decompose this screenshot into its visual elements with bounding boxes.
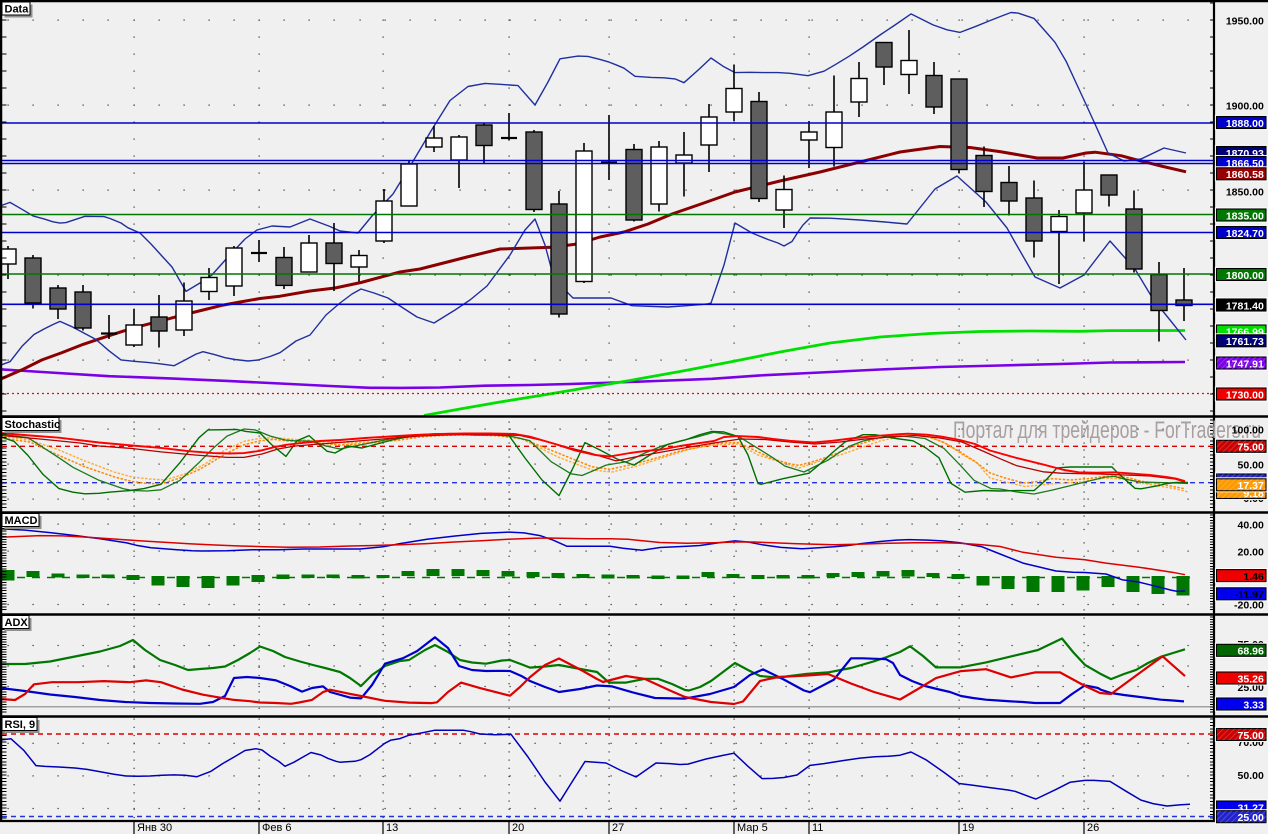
svg-text:1860.58: 1860.58 — [1226, 169, 1264, 181]
svg-text:1747.91: 1747.91 — [1226, 358, 1264, 370]
svg-text:ADX: ADX — [5, 617, 29, 629]
svg-text:1835.00: 1835.00 — [1226, 210, 1264, 222]
svg-text:1761.73: 1761.73 — [1226, 336, 1264, 348]
svg-text:RSI, 9: RSI, 9 — [5, 719, 36, 731]
svg-text:26: 26 — [1087, 822, 1099, 834]
svg-text:27: 27 — [612, 822, 624, 834]
svg-text:1888.00: 1888.00 — [1226, 118, 1264, 130]
svg-text:68.96: 68.96 — [1238, 646, 1264, 658]
svg-text:75.00: 75.00 — [1238, 442, 1264, 454]
svg-text:25.00: 25.00 — [1238, 812, 1264, 824]
svg-text:20.00: 20.00 — [1238, 546, 1264, 558]
svg-text:MACD: MACD — [5, 515, 38, 527]
svg-text:1730.00: 1730.00 — [1226, 389, 1264, 401]
svg-text:20: 20 — [512, 822, 524, 834]
svg-text:50.00: 50.00 — [1238, 459, 1264, 471]
svg-text:17.37: 17.37 — [1238, 480, 1264, 492]
svg-text:35.26: 35.26 — [1238, 673, 1264, 685]
svg-text:11: 11 — [812, 822, 823, 834]
svg-text:Мар 5: Мар 5 — [737, 822, 768, 834]
svg-text:-11.97: -11.97 — [1235, 589, 1264, 601]
svg-text:100.00: 100.00 — [1232, 424, 1264, 436]
svg-text:Портал для трейдеров - ForTrad: Портал для трейдеров - ForTraders.ru — [953, 417, 1261, 444]
svg-text:1950.00: 1950.00 — [1226, 15, 1264, 27]
svg-text:3.33: 3.33 — [1243, 699, 1264, 711]
svg-text:1800.00: 1800.00 — [1226, 270, 1264, 282]
svg-text:1824.70: 1824.70 — [1226, 228, 1264, 240]
svg-text:1900.00: 1900.00 — [1226, 100, 1264, 112]
svg-text:Янв 30: Янв 30 — [137, 822, 172, 834]
svg-text:-20.00: -20.00 — [1234, 600, 1264, 612]
svg-text:1.46: 1.46 — [1243, 571, 1264, 583]
svg-text:Фев 6: Фев 6 — [262, 822, 292, 834]
svg-text:50.00: 50.00 — [1238, 770, 1264, 782]
svg-text:1781.40: 1781.40 — [1226, 300, 1264, 312]
svg-text:75.00: 75.00 — [1238, 730, 1264, 742]
svg-text:19: 19 — [962, 822, 974, 834]
svg-text:Stochastic: Stochastic — [5, 419, 61, 431]
svg-text:13: 13 — [386, 822, 398, 834]
svg-text:Data: Data — [5, 4, 30, 16]
svg-text:1850.00: 1850.00 — [1226, 186, 1264, 198]
svg-text:40.00: 40.00 — [1238, 519, 1264, 531]
